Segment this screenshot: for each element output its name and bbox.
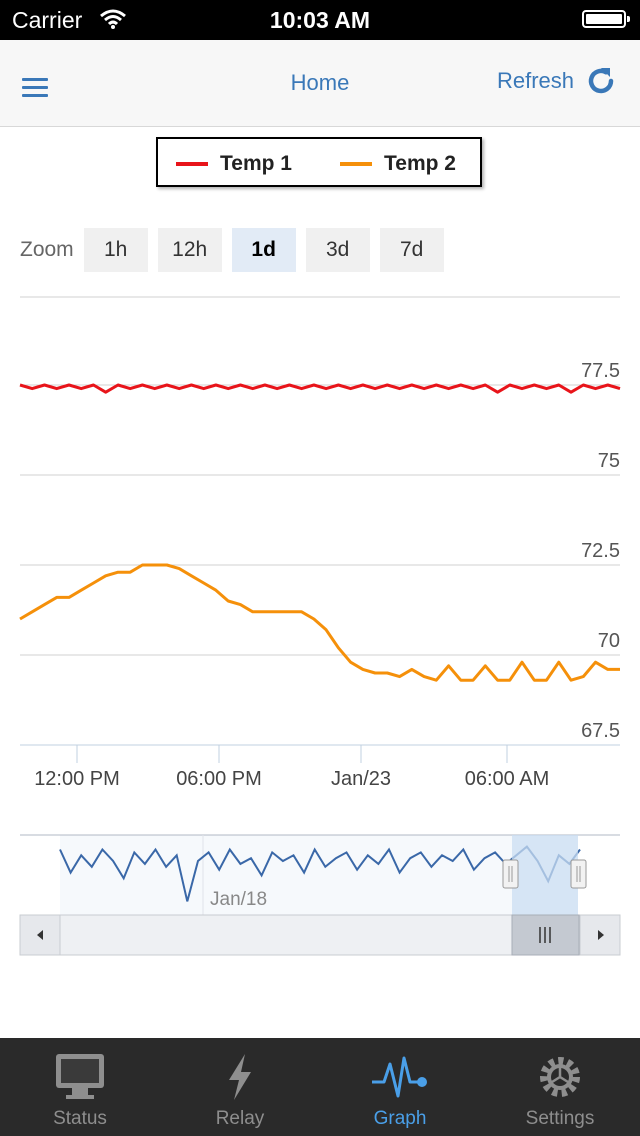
tab-settings[interactable]: Settings	[480, 1038, 640, 1136]
refresh-label: Refresh	[496, 68, 574, 93]
series-line-temp-2	[19, 563, 620, 682]
navigator-selected-range[interactable]	[512, 835, 578, 915]
legend-swatch	[340, 162, 372, 166]
legend-item-temp-1[interactable]: Temp 1	[176, 152, 292, 176]
y-tick-label: 75	[598, 450, 620, 472]
page-title: Home	[290, 70, 350, 95]
legend-swatch	[176, 162, 208, 166]
navigator-series	[59, 845, 581, 902]
navigator-right-handle[interactable]	[570, 859, 587, 889]
scrollbar-thumb[interactable]	[511, 914, 580, 956]
tab-label: Graph	[373, 1108, 427, 1129]
y-tick-label: 67.5	[581, 720, 620, 742]
temperature-chart[interactable]: 67.5 70 72.5 75 77.5 12:00 PM 06:00 PM Jan/23 0…	[0, 290, 640, 800]
carrier-label: Carrier	[12, 7, 83, 33]
x-tick-label: 12:00 PM	[34, 768, 120, 790]
legend-label: Temp 2	[384, 152, 456, 175]
zoom-button-1h[interactable]: 1h	[83, 228, 148, 272]
zoom-button-7d[interactable]: 7d	[379, 228, 444, 272]
monitor-icon	[54, 1052, 106, 1107]
gear-icon	[535, 1052, 585, 1107]
range-navigator[interactable]: Jan/18	[0, 830, 640, 960]
navigator-date-label: Jan/18	[210, 889, 267, 910]
lightning-icon	[223, 1052, 257, 1107]
zoom-button-1d[interactable]: 1d	[231, 228, 296, 272]
legend-label: Temp 1	[220, 152, 292, 175]
series-line-temp-1	[19, 383, 621, 394]
x-tick-label: Jan/23	[331, 768, 391, 790]
navigator-left-handle[interactable]	[502, 859, 519, 889]
tab-label: Relay	[215, 1108, 265, 1129]
x-tick-label: 06:00 PM	[176, 768, 262, 790]
refresh-icon	[588, 68, 614, 94]
tab-relay[interactable]: Relay	[160, 1038, 320, 1136]
chart-legend: Temp 1 Temp 2	[156, 137, 482, 187]
y-tick-label: 77.5	[581, 360, 620, 382]
y-tick-label: 70	[598, 630, 620, 652]
scroll-right-button[interactable]	[579, 914, 621, 956]
wifi-icon	[100, 9, 126, 34]
x-tick-label: 06:00 AM	[465, 768, 550, 790]
tab-status[interactable]: Status	[0, 1038, 160, 1136]
status-bar: Carrier 10:03 AM	[0, 0, 640, 40]
pulse-icon	[370, 1052, 430, 1107]
scroll-left-button[interactable]	[19, 914, 61, 956]
zoom-button-3d[interactable]: 3d	[305, 228, 370, 272]
tab-label: Settings	[525, 1108, 595, 1129]
zoom-selector: Zoom 1h 12h 1d 3d 7d	[20, 228, 454, 272]
zoom-button-12h[interactable]: 12h	[157, 228, 222, 272]
y-tick-label: 72.5	[581, 540, 620, 562]
clock: 10:03 AM	[269, 7, 371, 33]
refresh-button[interactable]: Refresh	[497, 64, 618, 98]
tab-bar: Status Relay Graph Settings	[0, 1038, 640, 1136]
navigator-outside-range	[60, 835, 512, 915]
tab-graph[interactable]: Graph	[320, 1038, 480, 1136]
navigation-bar: Home Refresh	[0, 40, 640, 127]
tab-label: Status	[53, 1108, 107, 1129]
zoom-label: Zoom	[20, 238, 74, 261]
legend-item-temp-2[interactable]: Temp 2	[340, 152, 456, 176]
battery-icon	[582, 10, 630, 28]
menu-icon[interactable]	[22, 78, 48, 98]
